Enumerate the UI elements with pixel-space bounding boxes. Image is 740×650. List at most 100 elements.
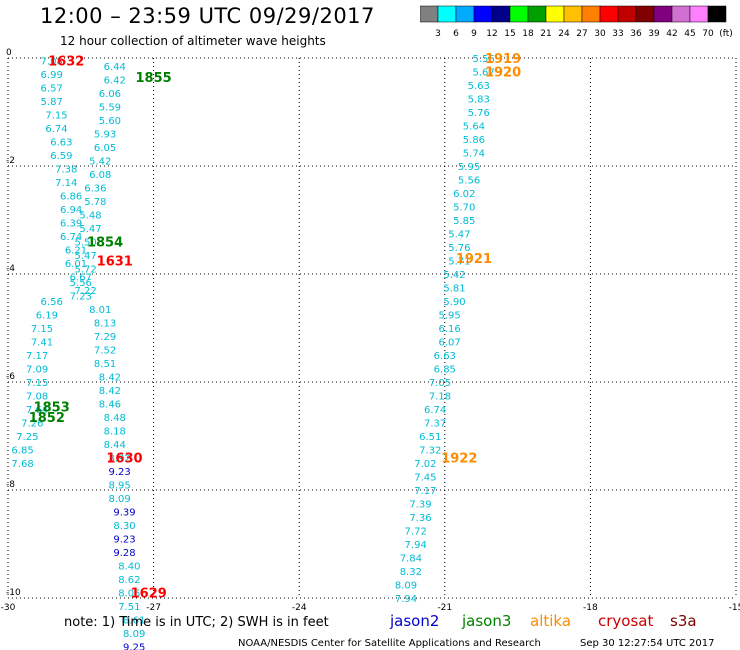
swh-value-label: 8.30 [113,521,135,532]
swh-value-label: 8.09 [123,629,145,640]
swh-value-label: 8.05 [118,589,140,600]
swh-value-label: 7.15 [45,111,67,122]
scale-label: 9 [471,29,477,39]
scale-label: 18 [522,29,534,39]
legend-item-cryosat: cryosat [598,612,653,630]
scale-swatch [707,5,727,23]
grid [7,57,737,599]
scale-label: 45 [684,29,695,39]
swh-value-label: 5.78 [84,197,106,208]
x-tick-label: -30 [1,603,16,613]
swh-value-label: 6.86 [60,192,82,203]
swh-value-label: 5.64 [463,122,485,133]
chart-subtitle: 12 hour collection of altimeter wave hei… [60,34,326,48]
scale-label: 30 [594,29,606,39]
swh-value-label: 6.67 [70,273,92,284]
scale-label: 42 [666,29,677,39]
legend-item-jason2: jason2 [389,612,439,630]
swh-value-label: 8.51 [94,359,116,370]
swh-value-label: 8.62 [118,575,140,586]
swh-value-label: 5.81 [443,284,465,295]
chart-title: 12:00 – 23:59 UTC 09/29/2017 [40,4,375,28]
swh-value-label: 5.76 [448,243,470,254]
swh-value-label: 7.39 [409,500,431,511]
swh-value-label: 7.32 [419,446,441,457]
swh-value-label: 8.61 [123,616,145,627]
swh-value-label: 5.42 [443,270,465,281]
swh-value-label: 5.50 [75,238,97,249]
swh-value-label: 5.67 [472,68,494,79]
swh-value-label: 7.45 [414,473,436,484]
swh-value-label: 6.94 [60,205,82,216]
swh-value-label: 8.01 [89,305,111,316]
swh-value-label: 7.94 [405,540,427,551]
swh-value-label: 6.36 [84,184,106,195]
swh-value-label: 5.95 [458,162,480,173]
swh-value-label: 9.25 [123,643,145,650]
time-label: 1854 [87,236,123,251]
swh-value-label: 5.72 [75,265,97,276]
swh-value-label: 7.36 [409,513,431,524]
time-label: 1922 [441,452,477,467]
swh-value-label: 5.60 [99,116,121,127]
swh-value-label: 7.08 [26,392,48,403]
swh-value-label: 7.14 [55,178,77,189]
scale-label: 39 [648,29,660,39]
scale-label: 3 [435,29,441,39]
swh-value-label: 7.64 [26,405,48,416]
swh-value-label: 7.09 [26,365,48,376]
swh-value-label: 8.18 [104,427,126,438]
swh-value-label: 8.32 [400,567,422,578]
swh-value-label: 5.48 [79,211,101,222]
color-scale: 3 6 9 12 15 18 21 24 27 30 33 36 39 42 45 70 (ft) [419,4,733,44]
swh-value-label: 6.21 [65,246,87,257]
swh-value-label: 5.85 [453,216,475,227]
x-tick-label: -24 [292,603,307,613]
swh-value-label: 6.99 [41,70,63,81]
swh-value-label: 6.07 [439,338,461,349]
legend-item-altika: altika [530,612,571,630]
swh-value-label: 8.42 [99,386,121,397]
swh-value-label: 6.51 [419,432,441,443]
scale-label: 70 [702,29,714,39]
swh-value-label: 8.09 [395,581,417,592]
swh-value-label: 7.18 [429,392,451,403]
swh-value-label: 5.93 [94,130,116,141]
swh-value-label: 6.39 [60,219,82,230]
swh-value-label: 6.16 [439,324,461,335]
swh-value-label: 5.56 [472,54,494,65]
swh-value-label: 5.87 [41,97,63,108]
y-tick-label: -8 [6,480,15,490]
footer-timestamp: Sep 30 12:27:54 UTC 2017 [580,638,714,649]
scale-label: 6 [453,29,459,39]
scale-label: 15 [504,29,515,39]
scale-label: 27 [576,29,587,39]
time-label: 1919 [485,52,521,67]
swh-value-label: 6.02 [453,189,475,200]
time-label: 1632 [48,55,84,70]
swh-value-label: 7.29 [94,332,116,343]
swh-value-label: 7.02 [414,459,436,470]
swh-value-label: 8.44 [104,440,126,451]
axis-ticks: -30 -27 -24 -21 -18 -15 0 -2 -4 -6 -8 -10 [1,48,740,613]
scale-label: 33 [612,29,623,39]
swh-value-label: 7.52 [94,346,116,357]
scale-label: (ft) [719,29,732,39]
satellite-legend: jason2 jason3 altika cryosat s3a [389,612,697,630]
swh-value-label: 6.05 [94,143,116,154]
time-label: 1853 [34,400,70,415]
y-tick-label: -2 [6,156,15,166]
swh-value-label: 7.22 [75,286,97,297]
swh-value-label: 7.17 [26,351,48,362]
swh-value-label: 5.47 [75,251,97,262]
swh-value-label: 5.76 [468,108,490,119]
swh-value-label: 6.57 [41,84,63,95]
scale-label: 12 [486,29,497,39]
x-tick-label: -21 [437,603,452,613]
swh-value-label: 7.23 [70,292,92,303]
y-tick-label: 0 [6,48,12,58]
swh-value-label: 7.38 [55,165,77,176]
swh-value-label: 9.28 [113,548,135,559]
